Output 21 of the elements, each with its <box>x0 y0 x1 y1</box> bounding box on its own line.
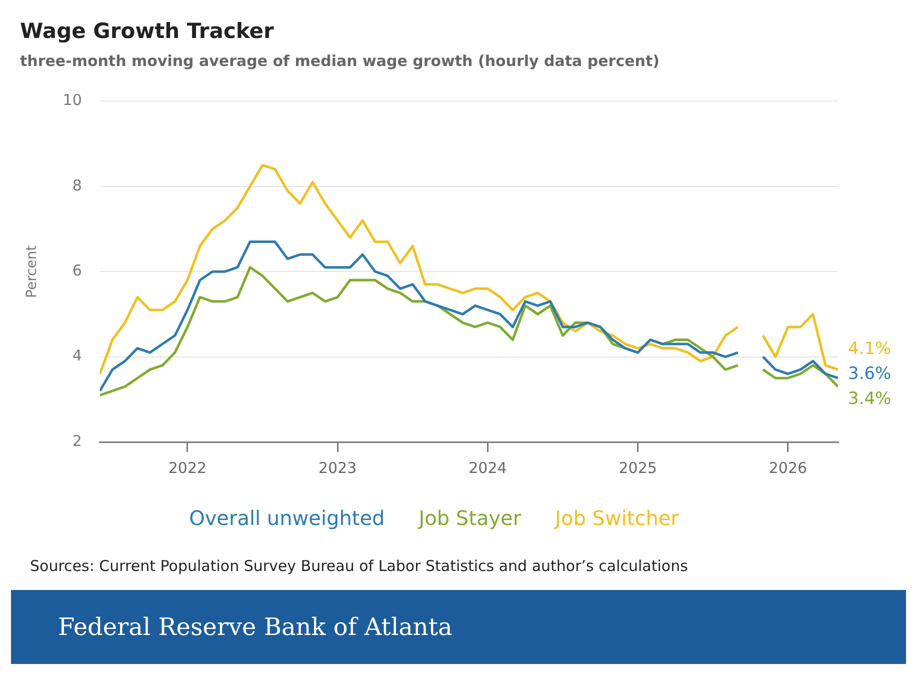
x-tick-label: 2024 <box>468 458 507 477</box>
y-tick-label: 4 <box>72 346 82 365</box>
y-tick-label: 10 <box>62 91 82 110</box>
text: Job Switcher <box>553 506 680 530</box>
y-tick-label: 6 <box>72 261 82 280</box>
y-axis-title: Percent <box>24 244 40 298</box>
text: 3.6% <box>848 364 892 384</box>
text: 3.4% <box>848 389 892 410</box>
x-tick-label: 2026 <box>768 458 808 477</box>
x-tick-label: 2023 <box>318 458 357 477</box>
x-tick-label: 2025 <box>618 458 657 477</box>
text: Job Stayer <box>416 506 522 530</box>
source-note: Sources: Current Population Survey Bureau of Labor Statistics and author’s calculations <box>30 557 688 575</box>
text: Federal Reserve Bank of Atlanta <box>58 613 452 641</box>
text: Overall unweighted <box>189 506 385 530</box>
y-tick-label: 8 <box>72 176 82 194</box>
chart-title: Wage Growth Tracker <box>20 19 275 44</box>
y-tick-label: 2 <box>72 432 82 450</box>
x-tick-label: 2022 <box>168 458 207 477</box>
text: 4.1% <box>848 339 892 360</box>
chart-subtitle: three-month moving average of median wage growth (hourly data percent) <box>20 52 660 70</box>
